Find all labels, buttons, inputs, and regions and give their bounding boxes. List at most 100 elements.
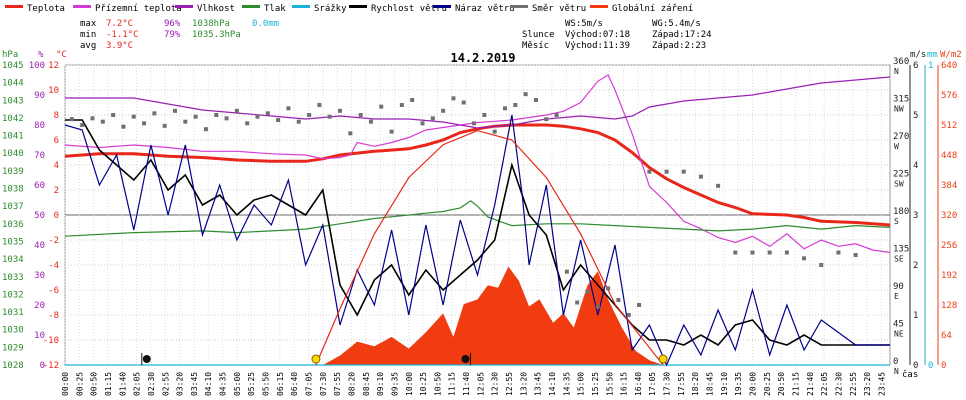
stat-max-hum: 96% <box>164 19 181 29</box>
tick-humidity: 70 <box>34 151 45 161</box>
tick-direction-name: W <box>894 142 899 151</box>
wind-direction-point <box>836 250 841 255</box>
tick-direction: 45 <box>893 320 904 330</box>
tick-time: 20:00 <box>749 372 758 396</box>
wind-direction-point <box>513 103 518 107</box>
tick-humidity: 0 <box>40 361 45 371</box>
wind-direction-point <box>585 289 590 294</box>
tick-time: 05:00 <box>233 372 242 396</box>
tick-time: 14:10 <box>548 372 557 396</box>
tick-radiation: 320 <box>941 211 957 221</box>
info-sun-label: Slunce <box>522 30 555 40</box>
tick-radiation: 192 <box>941 271 957 281</box>
tick-time: 20:25 <box>763 372 772 396</box>
wind-direction-point <box>523 92 528 97</box>
tick-pressure: 1042 <box>2 114 24 124</box>
tick-wind: 6 <box>913 61 918 71</box>
tick-radiation: 448 <box>941 151 957 161</box>
tick-time: 16:40 <box>634 372 643 396</box>
tick-humidity: 60 <box>34 181 45 191</box>
tick-temp: 12 <box>48 61 59 71</box>
tick-radiation: 576 <box>941 91 957 101</box>
tick-humidity: 100 <box>29 61 45 71</box>
legend-label: Teplota <box>27 4 65 14</box>
wind-direction-point <box>379 104 384 109</box>
stat-max-temp: 7.2°C <box>106 19 133 29</box>
tick-pressure: 1037 <box>2 202 24 212</box>
tick-temp: 6 <box>54 136 59 146</box>
info-moon-rise: Východ:11:39 <box>565 41 630 51</box>
tick-direction: 225 <box>893 170 909 180</box>
tick-radiation: 0 <box>941 361 946 371</box>
wind-direction-point <box>296 119 301 124</box>
tick-pressure: 1043 <box>2 96 24 106</box>
tick-temp: 4 <box>54 161 59 171</box>
tick-pressure: 1028 <box>2 361 24 371</box>
tick-time: 22:30 <box>834 372 843 396</box>
wind-direction-point <box>121 124 126 129</box>
legend-swatch <box>433 5 451 8</box>
tick-direction-name: SW <box>894 180 904 189</box>
tick-wind: 5 <box>913 111 918 121</box>
tick-rain: 1 <box>928 61 933 71</box>
wind-direction-point <box>162 123 167 128</box>
axis-unit-degc: °C <box>56 50 67 60</box>
legend-label: Tlak <box>264 4 286 14</box>
tick-time: 07:30 <box>319 372 328 396</box>
moonset-marker <box>142 355 151 363</box>
tick-time: 03:20 <box>176 372 185 396</box>
series-n-raz-v-tru <box>64 114 890 367</box>
sunset-marker <box>658 354 668 364</box>
tick-time: 21:15 <box>791 372 800 396</box>
legend-swatch <box>349 5 367 8</box>
tick-temp: -4 <box>48 261 59 271</box>
tick-pressure: 1029 <box>2 343 24 353</box>
tick-time: 14:35 <box>562 372 571 396</box>
tick-pressure: 1033 <box>2 273 24 283</box>
wind-direction-point <box>327 114 332 119</box>
legend-swatch <box>242 5 260 8</box>
tick-pressure: 1041 <box>2 132 24 142</box>
tick-wind: 4 <box>913 161 918 171</box>
info-moon-set: Západ:2:23 <box>652 41 706 51</box>
legend-swatch <box>73 5 91 8</box>
tick-direction: 315 <box>893 95 909 105</box>
tick-time: 07:05 <box>304 372 313 396</box>
tick-humidity: 30 <box>34 271 45 281</box>
wind-direction-point <box>276 118 281 122</box>
wind-direction-point <box>203 127 208 132</box>
wind-direction-point <box>368 119 373 124</box>
wind-direction-point <box>193 114 198 119</box>
axis-unit-wm2: W/m2 <box>940 50 962 60</box>
wind-direction-point <box>647 169 652 174</box>
wind-direction-point <box>575 300 580 305</box>
tick-temp: 0 <box>54 211 59 221</box>
tick-time: 01:15 <box>104 372 113 396</box>
wind-direction-point <box>234 108 239 113</box>
sun-moon-markers <box>141 353 668 365</box>
tick-wind: 0 <box>913 361 918 371</box>
tick-time: 12:05 <box>476 372 485 396</box>
tick-time: 18:20 <box>691 372 700 396</box>
wind-direction-point <box>595 304 600 309</box>
tick-time: 22:55 <box>849 372 858 396</box>
info-panel: WS:5m/s WG:5.4m/s Slunce Východ:07:18 Zá… <box>522 19 712 51</box>
tick-radiation: 640 <box>941 61 957 71</box>
tick-pressure: 1032 <box>2 290 24 300</box>
tick-direction-name: E <box>894 292 899 301</box>
tick-humidity: 40 <box>34 241 45 251</box>
wind-direction-point <box>214 113 219 117</box>
wind-direction-point <box>100 119 105 124</box>
series-p-zemn-teplota <box>64 74 891 254</box>
wind-direction-point <box>716 183 721 188</box>
tick-radiation: 128 <box>941 301 957 311</box>
wind-direction-point <box>265 111 270 116</box>
wind-direction-point <box>819 263 824 267</box>
tick-humidity: 50 <box>34 211 45 221</box>
wind-direction-point <box>80 123 85 127</box>
tick-time: 04:10 <box>204 372 213 396</box>
tick-time: 13:20 <box>519 372 528 396</box>
tick-temp: -6 <box>48 286 59 296</box>
wind-direction-point <box>69 117 74 122</box>
wind-direction-point <box>111 113 116 117</box>
